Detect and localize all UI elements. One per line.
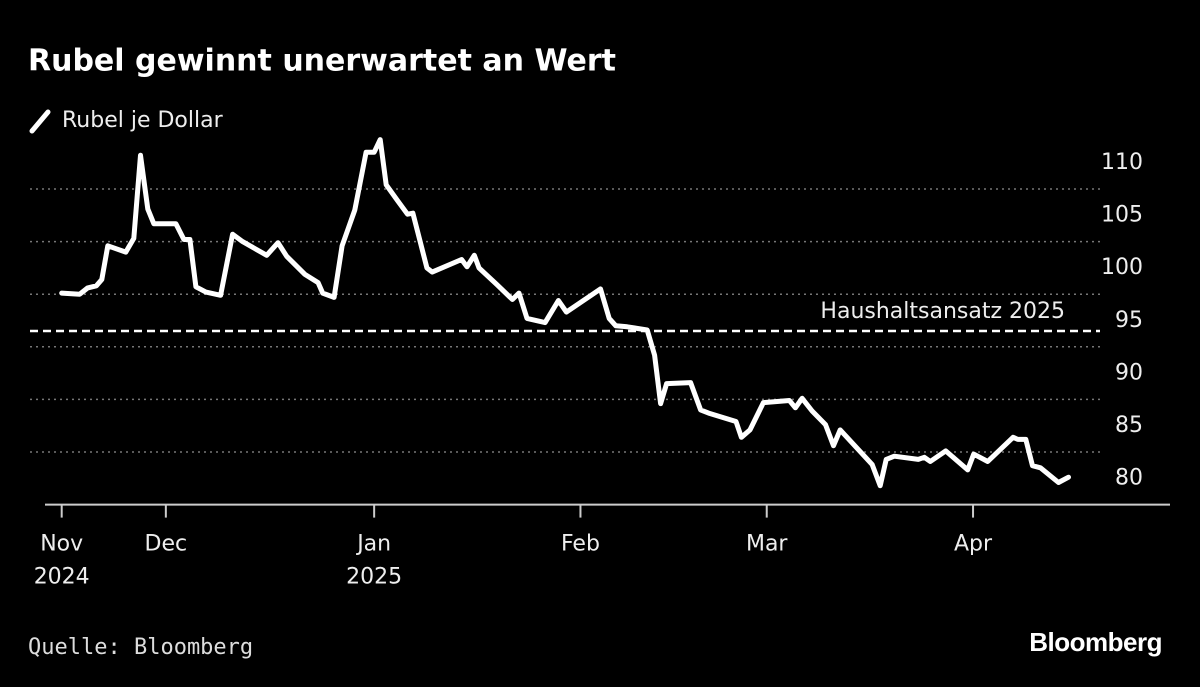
y-tick-label: 100 (1101, 255, 1143, 280)
line-series (59, 137, 1071, 489)
x-tick-label: Dec (145, 532, 188, 557)
y-tick-label: 110 (1101, 150, 1143, 175)
source: Quelle: Bloomberg (28, 635, 253, 660)
x-tick-label: Apr (954, 532, 993, 557)
x-tick-label: 2025 (346, 565, 402, 590)
y-tick-label: 95 (1115, 308, 1143, 333)
chart-title: Rubel gewinnt unerwartet an Wert (28, 44, 616, 79)
y-tick-label: 90 (1115, 360, 1143, 385)
y-tick-label: 85 (1115, 413, 1143, 438)
reference-label: Haushaltsansatz 2025 (820, 299, 1065, 324)
legend-label: Rubel je Dollar (62, 108, 224, 133)
x-tick-label: Jan (355, 532, 391, 557)
brand-logo: Bloomberg (1029, 627, 1162, 657)
x-tick-label: Feb (561, 532, 600, 557)
x-tick-label: 2024 (34, 565, 90, 590)
y-tick-label: 105 (1101, 203, 1143, 228)
x-tick-label: Nov (40, 532, 83, 557)
y-tick-label: 80 (1115, 466, 1143, 491)
x-tick-label: Mar (746, 532, 788, 557)
legend-icon (29, 109, 51, 134)
